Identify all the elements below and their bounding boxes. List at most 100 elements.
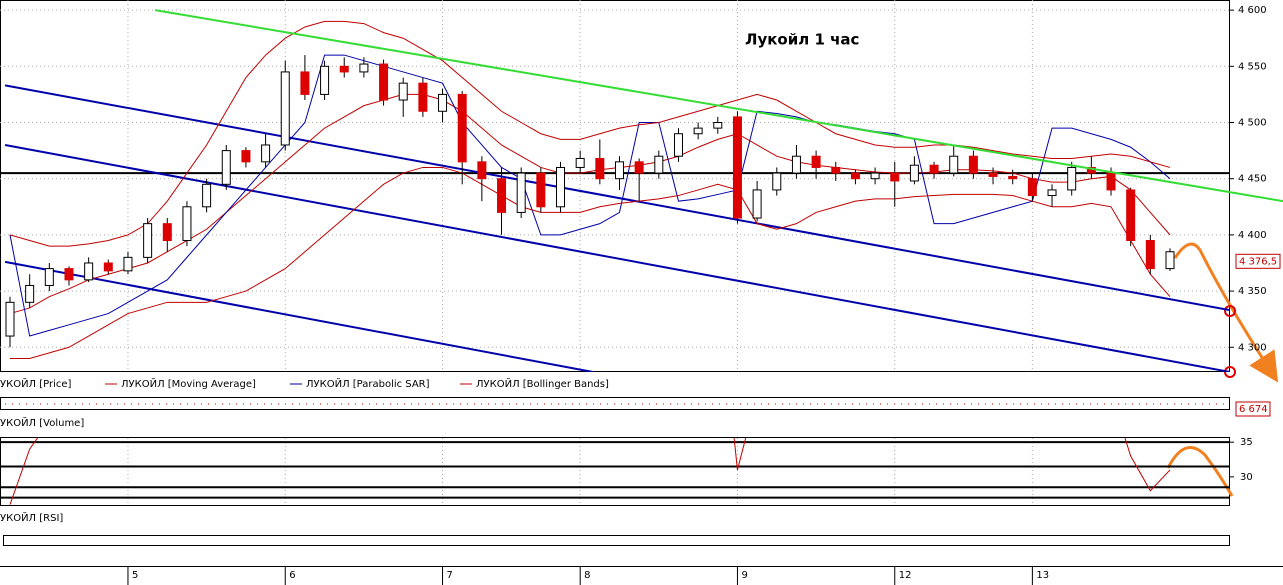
candle-body [713,122,723,129]
empty-panel [3,535,1230,546]
forecast-arrow [1173,242,1279,383]
candle-body [634,161,644,174]
candle-body [536,172,546,208]
trendline [154,9,1283,203]
candle-body [693,127,703,135]
candle-body [221,150,231,185]
candle-body [1126,189,1136,242]
candle-body [654,155,664,174]
forecast-arrow-rsi [1166,445,1234,497]
candle-body [162,223,172,242]
candle-body [1145,240,1155,270]
x-tick-label: 13 [1036,570,1049,581]
y-tick-label: 30 [1240,472,1253,483]
candle-body [949,155,959,174]
y-tick-label: 35 [1240,437,1253,448]
candle-body [5,301,15,337]
volume-value: 6 674 [1239,404,1268,415]
band-lower [10,166,1171,360]
candle-body [398,82,408,101]
last-price-box [1235,253,1281,269]
y-tick-label: 4 550 [1238,61,1267,72]
candle-body [968,155,978,174]
candle-body [556,166,566,208]
candle-body [988,172,998,177]
candle-body [516,172,526,213]
trendline [4,143,1230,372]
legend-entry: УКОЙЛ [Price] [0,377,72,390]
candle-body [752,189,762,219]
candle-body [359,63,369,73]
volume-value-box [1235,401,1271,417]
candle-body [1106,172,1116,191]
candle-body [379,63,389,101]
indicator-line [9,54,1171,337]
candle-body [280,71,290,146]
x-tick-label: 7 [447,570,453,581]
trendline [4,260,594,372]
candle-body [575,157,585,168]
candle-body [1047,189,1057,197]
rsi-panel [0,437,1230,506]
candle-body [261,144,271,163]
volume-panel [0,397,1230,410]
legend-entry: УКОЙЛ [Volume] [0,416,84,429]
annotation: Лукойл 1 час [745,31,859,49]
candle-body [791,155,801,174]
band-upper [9,20,1171,247]
candle-body [870,172,880,180]
candle-body [497,178,507,213]
price-panel [0,0,1230,372]
candle-body [182,206,192,242]
candle-body [732,116,742,219]
last-price-label: 4 376,5 [1239,256,1277,267]
candle-body [202,183,212,208]
candle-body [1165,251,1175,270]
candle-body [595,157,605,180]
trendline [4,84,1230,312]
y-tick-label: 4 400 [1238,230,1267,241]
candle-body [241,150,251,163]
legend-entry: ЛУКОЙЛ [Bollinger Bands] [476,377,609,390]
candle-body [772,172,782,191]
y-tick-label: 4 600 [1238,5,1267,16]
candle-body [811,155,821,168]
candle-body [320,65,330,95]
candle-body [44,268,54,286]
y-tick-label: 4 500 [1238,118,1267,129]
marker-circle [1224,305,1236,317]
candle-body [418,82,428,112]
candle-body [457,93,467,163]
candle-body [25,284,35,303]
candle-body [929,164,939,174]
candle-body [143,223,153,258]
x-tick-label: 8 [584,570,590,581]
x-tick-label: 6 [289,570,295,581]
candle-body [831,166,841,174]
candle-body [300,71,310,95]
candle-body [339,65,349,73]
price-plot [0,0,1230,372]
candle-body [64,268,74,281]
legend-entry: ЛУКОЙЛ [Parabolic SAR] [306,377,430,390]
candle-body [890,172,900,182]
candle-body [84,262,94,281]
candle-body [438,93,448,112]
x-tick-label: 5 [132,570,138,581]
candle-body [1067,166,1077,191]
x-tick-label: 9 [741,570,747,581]
candle-body [850,172,860,180]
y-tick-label: 4 350 [1238,286,1267,297]
y-tick-label: 4 450 [1238,174,1267,185]
candle-body [909,164,919,182]
legend-entry: ЛУКОЙЛ [Moving Average] [121,377,256,390]
candle-body [103,262,113,272]
candle-body [477,161,487,180]
x-tick-label: 12 [899,570,912,581]
frames [0,0,1283,567]
candle-body [614,161,624,180]
y-tick-label: 4 300 [1238,342,1267,353]
legend-entry: УКОЙЛ [RSI] [0,511,63,524]
